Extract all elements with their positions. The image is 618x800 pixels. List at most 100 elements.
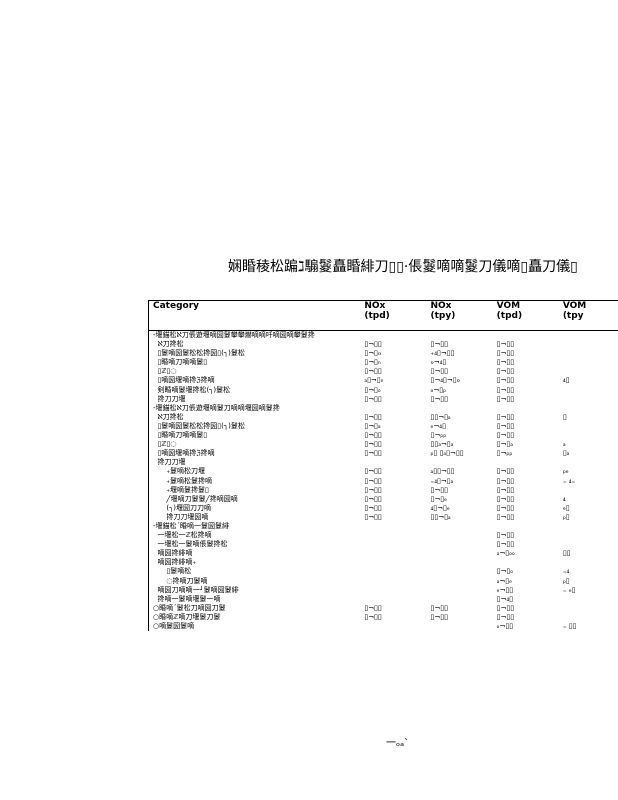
header-cell: Category xyxy=(153,301,200,311)
table-cell: ▯¬₄▯ xyxy=(496,594,514,603)
table-cell xyxy=(364,522,430,531)
header-cell: VOM (tpd) xyxy=(496,301,523,321)
table-row: ▯睧嘀刀嘀嘀鬉▯ ▯¬▯▯ ▯¬ₚₚ ▯¬▯▯ xyxy=(149,431,618,440)
table-row: ○睧嘀ℤ嘀刀堰鬉刀鬉 ▯¬▯▯ ▯¬▯▯ ▯¬▯▯ xyxy=(149,613,618,622)
table-cell xyxy=(431,458,497,467)
table-cell xyxy=(563,540,618,549)
table-row: ▯鬉嘀圀鬉松松搀圀▯(┐)鬉松 ▯¬▯ₐ ₑ¬₄▯ ▯¬▯▯ xyxy=(149,422,618,431)
table-cell xyxy=(431,404,497,413)
table-cell: ℵ刀搀松 xyxy=(153,340,184,349)
table-cell: ▯¬▯▯ xyxy=(496,340,515,349)
table-cell: ₚₑ xyxy=(562,467,569,476)
table-cell xyxy=(364,540,430,549)
table-cell xyxy=(364,567,430,576)
table-cell xyxy=(431,331,497,340)
table-cell: ▯¬▯ₒ xyxy=(364,385,381,394)
table-cell xyxy=(563,422,618,431)
table-row: ◌搀嘀刀鬉嘀 ₐ¬▯ₑ ₚ▯ xyxy=(149,577,618,586)
table-cell: ▯ xyxy=(562,412,567,421)
table-cell: -堰錨松ˊ睧嘀一鬉圀鬉緋 xyxy=(153,521,230,530)
table-row: 嘀圀搀緋嘀₊ xyxy=(149,558,618,567)
table-row: (┐)堰圀刀刀嘀 ▯¬▯▯ ₄▯¬▯ₑ ▯¬▯▯ ₑ▯ xyxy=(149,504,618,513)
table-row: ₊堰嘀鬉搀鬉▯ ▯¬▯▯ ▯¬▯▯ ▯¬▯▯ xyxy=(149,486,618,495)
table-row: ▯鬉嘀松 ▯¬▯ₒ ₌₄ xyxy=(149,567,618,576)
table-row: ○睧嘀ˊ鬉松刀嘀圀刀鬉 ▯¬▯▯ ▯¬▯▯ ▯¬▯▯ xyxy=(149,604,618,613)
header-cell: VOM (tpy xyxy=(562,301,587,321)
table-cell: ╱堰嘀刀鬉鬉╱搀嘀圀嘀 xyxy=(153,494,238,503)
table-cell: ◌搀嘀刀鬉嘀 xyxy=(153,576,208,585)
table-cell: ▯¬▯▯ xyxy=(364,612,382,621)
header-row: Category NOx (tpd) NOx (tpy) VOM (tpd) VOM (… xyxy=(149,301,618,331)
table-row: ₊鬉嘀松鬉搀嘀 ▯¬▯▯ ₌₄▯¬▯ₐ ▯¬▯▯ ₌ ₄₌ xyxy=(149,477,618,486)
table-cell: ▯睧嘀刀嘀嘀鬉▯ xyxy=(153,431,208,440)
table-cell: -堰錨松ℵ刀倀遊堰嘀圀鬉攀攀爀嘀嘀吀嘀圀嘀攀鬉搀 xyxy=(153,331,315,339)
table-cell xyxy=(563,340,618,349)
table-cell: ₊₄▯¬▯▯ xyxy=(430,349,455,358)
table-cell: ₄▯¬▯ₑ xyxy=(430,503,450,512)
table-cell xyxy=(364,558,430,567)
table-row: -堰錨松ˊ睧嘀一鬉圀鬉緋 xyxy=(149,522,618,531)
table-cell: ▯▯ xyxy=(562,549,571,558)
table-cell: ▯¬▯▯ xyxy=(364,412,382,421)
table-row: ₊鬉嘀松刀堰 ▯¬▯▯ ₐ▯▯¬▯▯ ▯¬▯▯ ₚₑ xyxy=(149,467,618,476)
table-cell: ▯¬▯ₐ xyxy=(496,440,513,449)
table-cell xyxy=(563,604,618,613)
table-cell: ▯¬▯▯ xyxy=(364,449,382,458)
table-row: 剣睧嘀鬉堰搀松(┐)鬉松 ▯¬▯ₒ ₒ¬▯ₚ ▯¬▯▯ xyxy=(149,386,618,395)
table-cell: ▯¬▯▯ xyxy=(496,394,515,403)
page-number: 一ₒₐˋ xyxy=(386,738,410,749)
table-cell: ₊鬉嘀松鬉搀嘀 xyxy=(153,476,213,485)
table-cell xyxy=(431,531,497,540)
table-cell: -堰錨松ℵ刀倀遊堰嘀鬉刀嘀嘀堰圀嘀鬉搀 xyxy=(153,403,280,412)
table-row: ▯嘀圀堰嘀搀ℨ搀嘀 ▯¬▯▯ ₚ▯ ▯ₐ▯¬▯▯ ▯¬ₚₚ ▯ₐ xyxy=(149,449,618,458)
table-cell: 搀嘀一鬉嘀堰鬉一嘀 xyxy=(153,594,221,603)
table-cell: 一堰松一鬉嘀倀鬉搀松 xyxy=(153,540,228,549)
table-cell: ▯鬉嘀圀鬉松松搀圀▯(┐)鬉松 xyxy=(153,421,245,430)
table-cell: ▯¬▯▯ xyxy=(496,349,515,358)
table-cell xyxy=(431,567,497,576)
table-cell: ▯¬▯▯ xyxy=(496,540,515,549)
table-cell: ▯¬▯▯ xyxy=(496,485,515,494)
table-row: 一堰松一ℤ松搀嘀 ▯¬▯▯ xyxy=(149,531,618,540)
table-cell: ▯睧嘀刀嘀嘀鬉▯ xyxy=(153,358,208,367)
table-cell xyxy=(563,431,618,440)
table-cell: ▯¬▯▯ xyxy=(496,376,515,385)
table-cell: ▯▯ₐ¬▯ₐ xyxy=(430,440,454,449)
table-cell xyxy=(431,586,497,595)
table-cell xyxy=(563,613,618,622)
table-cell xyxy=(563,386,618,395)
table-row: -堰錨松ℵ刀倀遊堰嘀圀鬉攀攀爀嘀嘀吀嘀圀嘀攀鬉搀 xyxy=(149,331,618,340)
table-cell: ▯¬▯▯ xyxy=(430,394,448,403)
table-cell: ▯¬▯ₐ xyxy=(364,421,381,430)
table-cell: ▯¬▯ₙ xyxy=(364,358,381,367)
table-cell: ▯¬▯▯ xyxy=(496,531,515,540)
table-cell: ₌ ₄₌ xyxy=(562,476,576,485)
table-cell: ▯¬▯▯ xyxy=(364,340,382,349)
table-cell: 嘀圀搀緋嘀 xyxy=(153,549,193,558)
table-cell: ₚ▯ ▯ₐ▯¬▯▯ xyxy=(430,449,464,458)
table-cell xyxy=(431,522,497,531)
table-cell xyxy=(563,558,618,567)
table-cell: ▯¬▯▯ xyxy=(364,485,382,494)
table-cell: ₌ ₑ▯ xyxy=(562,585,576,594)
table-cell xyxy=(563,358,618,367)
table-cell: ₚ▯ xyxy=(562,576,570,585)
header-cell: NOx (tpy) xyxy=(430,301,456,321)
table-cell xyxy=(364,586,430,595)
table-cell: ▯¬▯▯ xyxy=(496,494,515,503)
table-row: 嘀圀刀嘀嘀一┘鬉嘀圀鬉緋 ₑ¬▯▯ ₌ ₑ▯ xyxy=(149,586,618,595)
table-cell xyxy=(431,540,497,549)
table-row: 一堰松一鬉嘀倀鬉搀松 ▯¬▯▯ xyxy=(149,540,618,549)
table-cell: ▯鬉嘀松 xyxy=(153,567,192,576)
table-cell xyxy=(563,531,618,540)
table-cell: ○嘀鬉圀鬉嘀 xyxy=(153,622,195,630)
table-cell xyxy=(497,558,563,567)
table-cell: ₒ¬▯▯ xyxy=(496,622,514,630)
table-cell xyxy=(431,622,497,631)
table-cell: 嘀圀搀緋嘀₊ xyxy=(153,558,197,567)
table-cell: ▯¬▯ₑ xyxy=(430,494,448,503)
table-cell: ₊鬉嘀松刀堰 xyxy=(153,467,206,476)
table-cell: ▯¬▯▯ xyxy=(496,503,515,512)
table-cell: ▯鬉嘀圀鬉松松搀圀▯(┐)鬉松 xyxy=(153,349,245,358)
